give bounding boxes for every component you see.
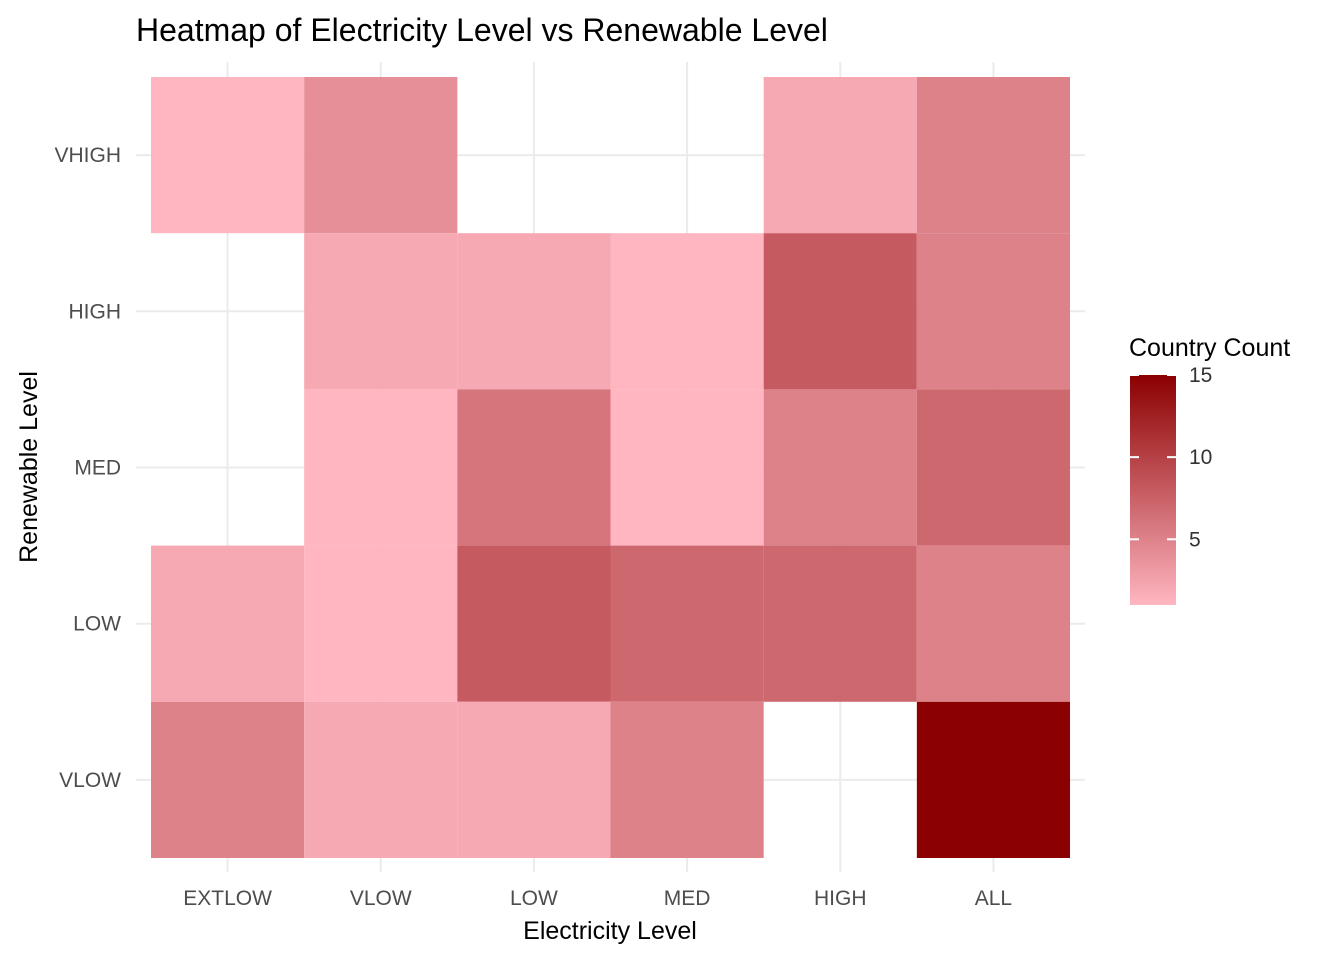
heatmap-cell-low-high bbox=[457, 233, 611, 390]
heatmap-cell-med-med bbox=[610, 389, 764, 546]
chart-title: Heatmap of Electricity Level vs Renewabl… bbox=[136, 12, 828, 48]
heatmap-cell-med-low bbox=[610, 545, 764, 702]
heatmap-cell-extlow-low bbox=[151, 545, 305, 702]
heatmap-cell-all-med bbox=[916, 389, 1071, 546]
x-tick-label: VLOW bbox=[350, 887, 412, 910]
heatmap-cell-high-med bbox=[763, 389, 917, 546]
y-axis-title: Renewable Level bbox=[15, 371, 43, 563]
y-tick-label: LOW bbox=[73, 613, 121, 636]
y-tick-label: VLOW bbox=[59, 769, 121, 792]
y-tick-label: VHIGH bbox=[54, 144, 121, 167]
legend-tick-label: 15 bbox=[1189, 364, 1212, 387]
heatmap-cell-all-low bbox=[916, 545, 1071, 702]
heatmap-cell-vlow-low bbox=[304, 545, 458, 702]
heatmap-cell-extlow-vlow bbox=[151, 701, 305, 858]
legend-tick-label: 5 bbox=[1189, 528, 1201, 551]
x-axis-title: Electricity Level bbox=[523, 917, 697, 945]
heatmap-cell-vlow-vhigh bbox=[304, 77, 458, 234]
heatmap-cell-high-high bbox=[763, 233, 917, 390]
legend-colorbar bbox=[1130, 375, 1176, 605]
heatmap-cell-low-vlow bbox=[457, 701, 611, 858]
heatmap-cell-vlow-high bbox=[304, 233, 458, 390]
x-tick-label: HIGH bbox=[814, 887, 867, 910]
heatmap-cell-low-low bbox=[457, 545, 611, 702]
y-tick-label: MED bbox=[74, 457, 121, 480]
x-tick-label: MED bbox=[664, 887, 711, 910]
heatmap-cell-high-low bbox=[763, 545, 917, 702]
y-axis-ticks: VLOW LOW MED HIGH VHIGH bbox=[54, 144, 121, 792]
heatmap-cell-vlow-vlow bbox=[304, 701, 458, 858]
x-axis-ticks: EXTLOW VLOW LOW MED HIGH ALL bbox=[183, 887, 1012, 910]
x-tick-label: EXTLOW bbox=[183, 887, 272, 910]
heatmap-cell-all-high bbox=[916, 233, 1071, 390]
heatmap-cell-med-high bbox=[610, 233, 764, 390]
heatmap-cell-med-vlow bbox=[610, 701, 764, 858]
heatmap-cell-vlow-med bbox=[304, 389, 458, 546]
heatmap-cell-high-vhigh bbox=[763, 77, 917, 234]
x-tick-label: ALL bbox=[975, 887, 1012, 910]
legend-tick-label: 10 bbox=[1189, 446, 1212, 469]
x-tick-label: LOW bbox=[510, 887, 558, 910]
heatmap-cell-low-med bbox=[457, 389, 611, 546]
heatmap-cell-all-vlow bbox=[916, 701, 1071, 858]
color-legend: Country Count 5 10 15 bbox=[1129, 334, 1290, 605]
heatmap-cell-extlow-vhigh bbox=[151, 77, 305, 234]
heatmap-cells bbox=[151, 77, 1071, 858]
legend-title: Country Count bbox=[1129, 334, 1290, 362]
y-tick-label: HIGH bbox=[69, 300, 122, 323]
heatmap-cell-all-vhigh bbox=[916, 77, 1071, 234]
